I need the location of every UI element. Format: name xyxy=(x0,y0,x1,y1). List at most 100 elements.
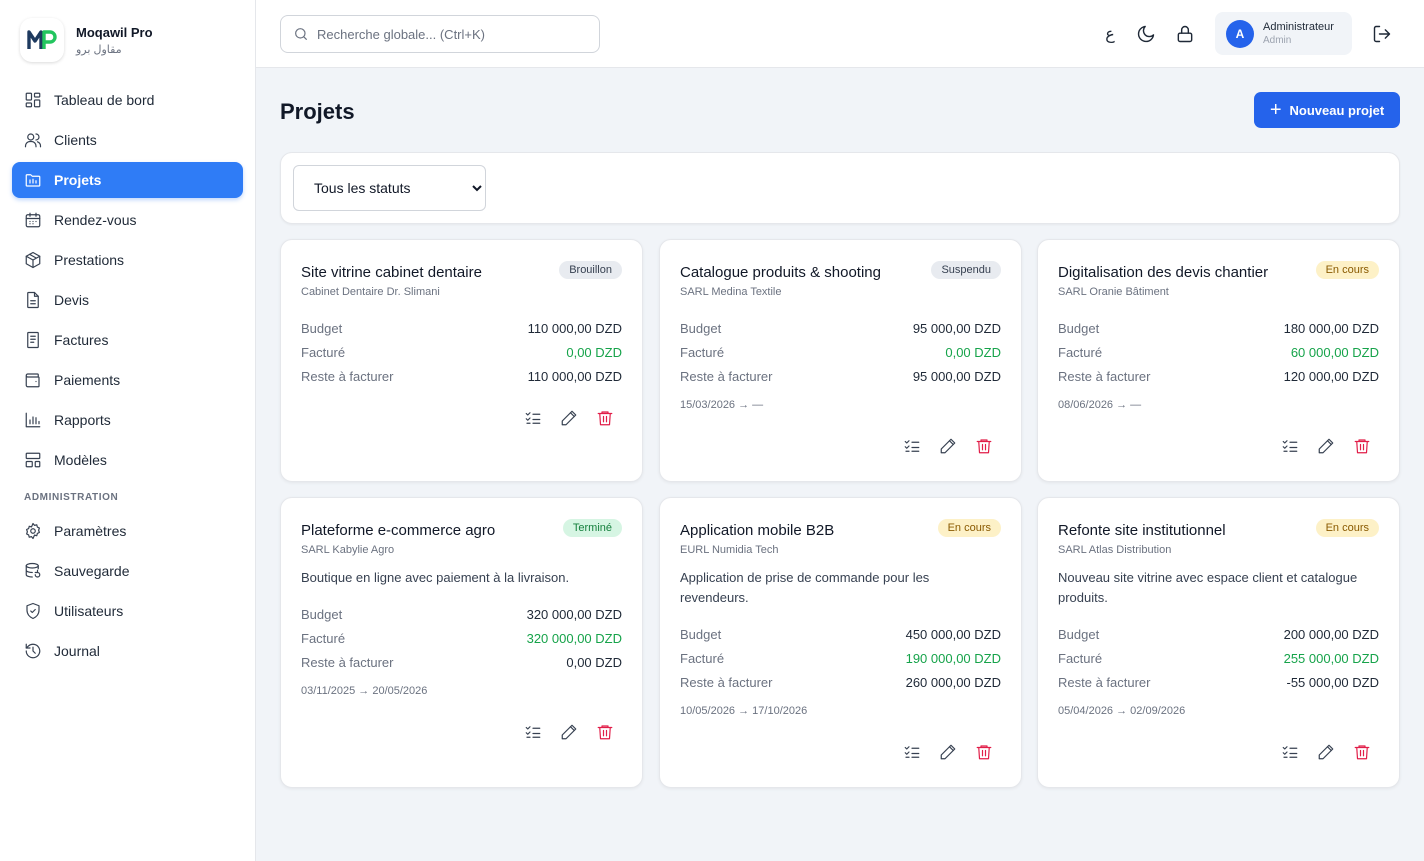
invoice-icon xyxy=(27,331,39,349)
budget-row: Budget 110 000,00 DZD xyxy=(301,316,622,340)
sidebar-item-appointments[interactable]: Rendez-vous xyxy=(12,202,243,238)
project-card[interactable]: Site vitrine cabinet dentaire Cabinet De… xyxy=(280,239,643,482)
project-card[interactable]: Digitalisation des devis chantier SARL O… xyxy=(1037,239,1400,482)
tasks-button[interactable] xyxy=(524,409,542,427)
sidebar-item-label: Tableau de bord xyxy=(54,92,155,108)
document-icon xyxy=(27,291,39,309)
budget-label: Budget xyxy=(1058,320,1100,336)
delete-button[interactable] xyxy=(975,743,993,761)
tasks-button[interactable] xyxy=(903,743,921,761)
users-icon xyxy=(24,133,42,148)
sidebar-item-quotes[interactable]: Devis xyxy=(12,282,243,318)
sidebar-item-label: Projets xyxy=(54,172,102,188)
new-project-button[interactable]: + Nouveau projet xyxy=(1254,92,1400,128)
edit-button[interactable] xyxy=(560,723,578,741)
pencil-icon xyxy=(561,410,577,426)
filter-bar: Tous les statuts xyxy=(280,152,1400,224)
sidebar-item-clients[interactable]: Clients xyxy=(12,122,243,158)
project-title: Refonte site institutionnel xyxy=(1058,522,1226,539)
remaining-label: Reste à facturer xyxy=(680,368,773,384)
admin-section-label: ADMINISTRATION xyxy=(24,492,119,503)
project-client: EURL Numidia Tech xyxy=(680,544,779,556)
budget-row: Budget 180 000,00 DZD xyxy=(1058,316,1379,340)
tasks-button[interactable] xyxy=(903,437,921,455)
user-menu[interactable]: A Administrateur Admin xyxy=(1215,12,1352,55)
avatar: A xyxy=(1226,19,1254,48)
sidebar-item-invoices[interactable]: Factures xyxy=(12,322,243,358)
sidebar-item-label: Utilisateurs xyxy=(54,603,124,619)
search-input[interactable] xyxy=(317,26,587,42)
edit-button[interactable] xyxy=(939,437,957,455)
invoiced-row: Facturé 0,00 DZD xyxy=(680,340,1001,364)
lock-button[interactable] xyxy=(1173,22,1197,46)
delete-button[interactable] xyxy=(1353,437,1371,455)
edit-button[interactable] xyxy=(1317,743,1335,761)
brand[interactable]: Moqawil Pro مقاول برو xyxy=(20,18,153,62)
sidebar-item-services[interactable]: Prestations xyxy=(12,242,243,278)
tasks-button[interactable] xyxy=(1281,743,1299,761)
project-dates: 03/11/2025 → 20/05/2026 xyxy=(301,685,428,697)
project-client: SARL Medina Textile xyxy=(680,286,782,298)
delete-button[interactable] xyxy=(596,723,614,741)
remaining-value: 110 000,00 DZD xyxy=(527,368,622,384)
theme-toggle-button[interactable] xyxy=(1134,22,1158,46)
project-client: Cabinet Dentaire Dr. Slimani xyxy=(301,286,440,298)
edit-button[interactable] xyxy=(939,743,957,761)
lock-icon xyxy=(1177,25,1193,43)
remaining-value: 95 000,00 DZD xyxy=(912,368,1001,384)
status-badge: Suspendu xyxy=(931,261,1001,279)
sidebar-item-projects[interactable]: Projets xyxy=(12,162,243,198)
sidebar-item-users[interactable]: Utilisateurs xyxy=(12,593,243,629)
budget-label: Budget xyxy=(301,320,343,336)
edit-button[interactable] xyxy=(560,409,578,427)
invoiced-value: 0,00 DZD xyxy=(945,344,1001,360)
budget-row: Budget 200 000,00 DZD xyxy=(1058,622,1379,646)
remaining-value: 0,00 DZD xyxy=(566,654,622,670)
project-title: Catalogue produits & shooting xyxy=(680,264,881,281)
edit-button[interactable] xyxy=(1317,437,1335,455)
sidebar-item-backup[interactable]: Sauvegarde xyxy=(12,553,243,589)
project-card[interactable]: Refonte site institutionnel SARL Atlas D… xyxy=(1037,497,1400,788)
project-dates: 10/05/2026 → 17/10/2026 xyxy=(680,705,808,717)
remaining-row: Reste à facturer 260 000,00 DZD xyxy=(680,670,1001,694)
project-title: Site vitrine cabinet dentaire xyxy=(301,264,482,281)
tasks-button[interactable] xyxy=(524,723,542,741)
budget-value: 450 000,00 DZD xyxy=(905,626,1001,642)
history-icon xyxy=(25,643,41,659)
project-card[interactable]: Plateforme e-commerce agro SARL Kabylie … xyxy=(280,497,643,788)
sidebar-item-settings[interactable]: Paramètres xyxy=(12,513,243,549)
tasks-button[interactable] xyxy=(1281,437,1299,455)
sidebar-item-label: Rendez-vous xyxy=(54,212,137,228)
sidebar-item-payments[interactable]: Paiements xyxy=(12,362,243,398)
remaining-row: Reste à facturer 95 000,00 DZD xyxy=(680,364,1001,388)
remaining-value: 120 000,00 DZD xyxy=(1283,368,1379,384)
project-card[interactable]: Catalogue produits & shooting SARL Medin… xyxy=(659,239,1022,482)
top-header: ع A Administrateur Admin xyxy=(256,0,1424,68)
invoiced-row: Facturé 60 000,00 DZD xyxy=(1058,340,1379,364)
remaining-row: Reste à facturer 0,00 DZD xyxy=(301,650,622,674)
sidebar-item-label: Paiements xyxy=(54,372,121,388)
global-search[interactable] xyxy=(280,15,600,53)
remaining-row: Reste à facturer 120 000,00 DZD xyxy=(1058,364,1379,388)
delete-button[interactable] xyxy=(1353,743,1371,761)
delete-button[interactable] xyxy=(596,409,614,427)
sidebar-item-dashboard[interactable]: Tableau de bord xyxy=(12,82,243,118)
project-title: Digitalisation des devis chantier xyxy=(1058,264,1269,281)
invoiced-label: Facturé xyxy=(680,344,725,360)
sidebar-item-templates[interactable]: Modèles xyxy=(12,442,243,478)
checklist-icon xyxy=(525,726,541,738)
status-filter-select[interactable]: Tous les statuts xyxy=(293,165,486,211)
project-dates: 08/06/2026 → — xyxy=(1058,399,1142,411)
sidebar-item-journal[interactable]: Journal xyxy=(12,633,243,669)
delete-button[interactable] xyxy=(975,437,993,455)
database-icon xyxy=(25,562,41,578)
trash-icon xyxy=(1354,745,1370,760)
project-dates: 05/04/2026 → 02/09/2026 xyxy=(1058,705,1186,717)
template-icon xyxy=(25,452,41,468)
project-card[interactable]: Application mobile B2B EURL Numidia Tech… xyxy=(659,497,1022,788)
sidebar-item-reports[interactable]: Rapports xyxy=(12,402,243,438)
remaining-row: Reste à facturer -55 000,00 DZD xyxy=(1058,670,1379,694)
invoiced-label: Facturé xyxy=(680,650,725,666)
logout-button[interactable] xyxy=(1370,22,1394,46)
language-toggle-button[interactable]: ع xyxy=(1105,26,1115,43)
